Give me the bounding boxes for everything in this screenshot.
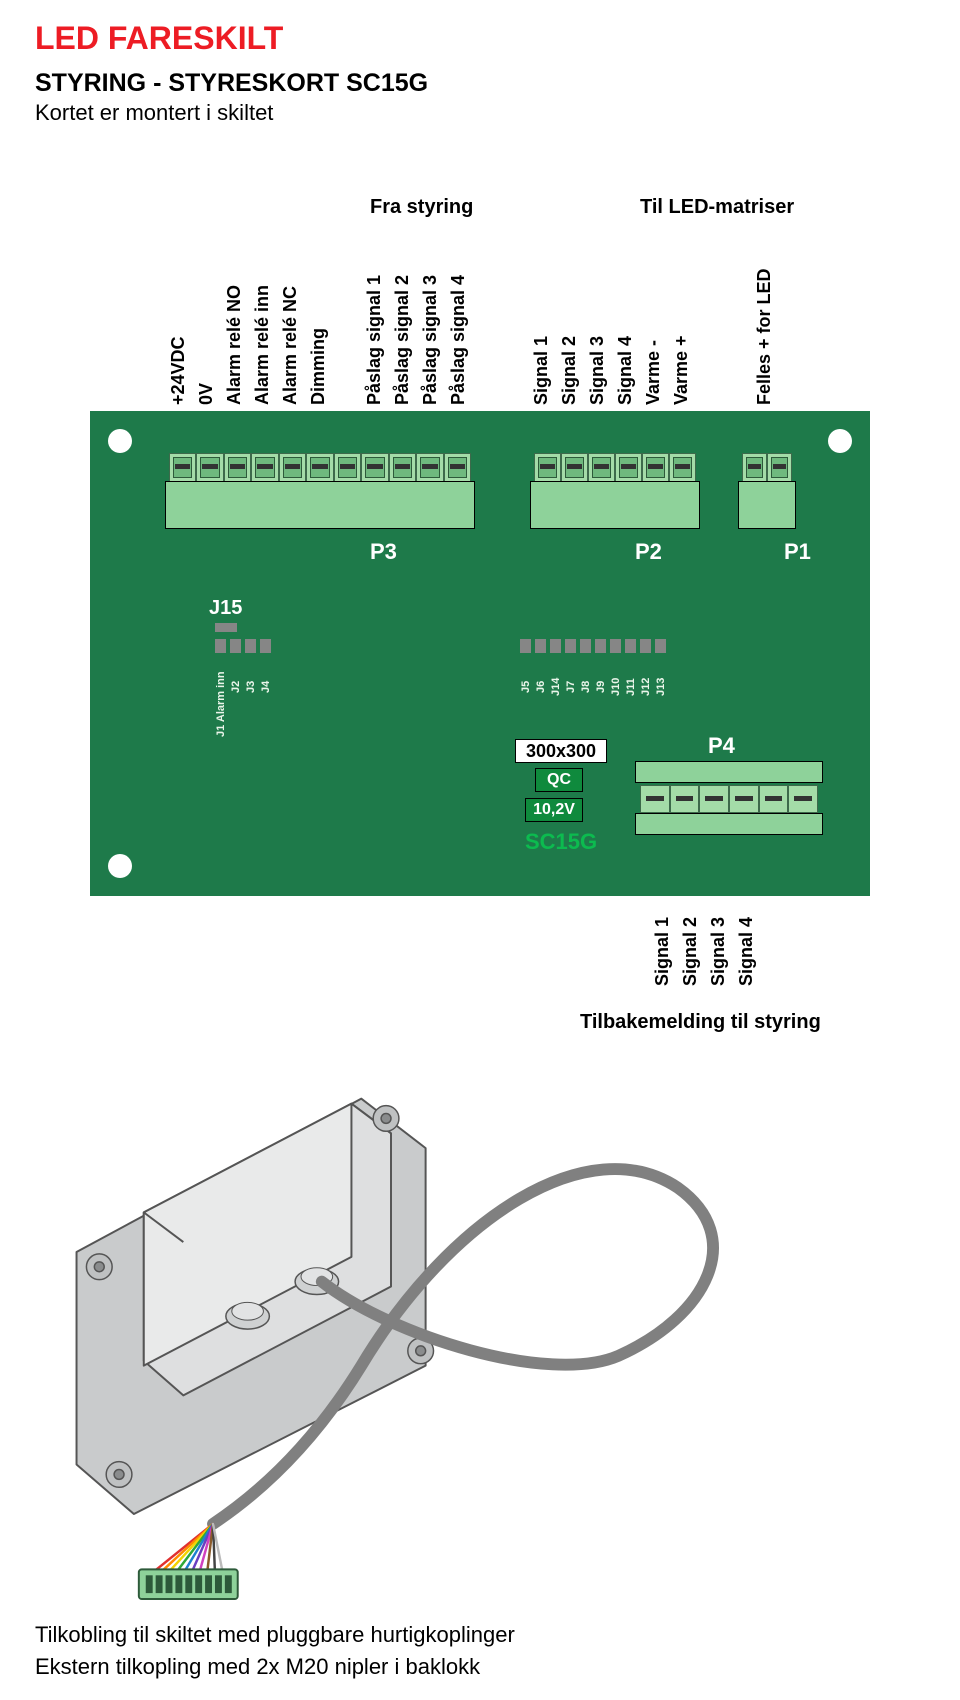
subtitle-plain: Kortet er montert i skiltet — [35, 100, 925, 126]
jumpers-right — [520, 639, 666, 653]
conn-label-p3: P3 — [370, 539, 397, 565]
subtitle-bold: STYRING - STYRESKORT SC15G — [35, 69, 925, 98]
conn-label-p2: P2 — [635, 539, 662, 565]
terminal-p4-base2 — [635, 813, 823, 835]
terminal-p4 — [640, 785, 818, 813]
sign-svg — [35, 1056, 925, 1616]
p4-out-label: Signal 2 — [680, 917, 701, 986]
terminal-p3 — [165, 453, 475, 529]
jumper-labels-right: J5 J6 J14 J7 J8 J9 J10 J11 J12 J13 — [520, 657, 666, 717]
p4-out-label: Signal 3 — [708, 917, 729, 986]
feedback-label: Tilbakemelding til styring — [580, 1011, 821, 1034]
pcb-board: P3 P2 P1 J15 J1 Alarm inn J2 J — [90, 411, 870, 896]
footer-line-2: Ekstern tilkopling med 2x M20 nipler i b… — [35, 1654, 925, 1680]
terminal-p2 — [530, 453, 700, 529]
sign-drawing — [35, 1056, 925, 1616]
mount-hole — [108, 854, 132, 878]
p4-out-label: Signal 1 — [652, 917, 673, 986]
footer-line-1: Tilkobling til skiltet med pluggbare hur… — [35, 1622, 925, 1648]
jumper-labels-left: J1 Alarm inn J2 J3 J4 — [215, 657, 271, 752]
terminal-p1 — [738, 453, 796, 529]
mount-hole — [108, 429, 132, 453]
j15-label: J15 — [209, 597, 242, 620]
page-title-red: LED FARESKILT — [35, 20, 925, 57]
mount-hole — [828, 429, 852, 453]
jumpers-left — [215, 639, 271, 653]
jumper-j15 — [215, 623, 237, 632]
pcb-id: SC15G — [525, 829, 597, 855]
sticker-size: 300x300 — [515, 739, 607, 763]
conn-label-p1: P1 — [784, 539, 811, 565]
conn-label-p4: P4 — [708, 733, 735, 759]
sticker-volt: 10,2V — [525, 798, 583, 822]
sticker-qc: QC — [535, 768, 583, 792]
p4-out-label: Signal 4 — [736, 917, 757, 986]
p1-label: Felles + for LED — [754, 268, 775, 405]
pcb-diagram: Fra styring Til LED-matriser +24VDC 0V A… — [35, 156, 925, 1046]
terminal-p4-base — [635, 761, 823, 783]
